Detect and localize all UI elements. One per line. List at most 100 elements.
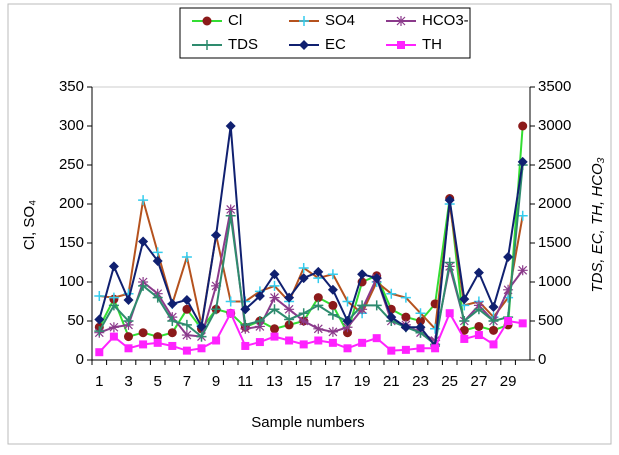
point <box>298 262 309 273</box>
point <box>167 298 178 309</box>
point <box>342 322 353 333</box>
x-tick-label: 3 <box>124 373 132 390</box>
point <box>298 273 309 284</box>
point <box>386 312 397 323</box>
y2-tick-label: 3000 <box>538 117 571 134</box>
y2-tick-label: 2500 <box>538 156 571 173</box>
point <box>342 296 353 307</box>
point <box>225 121 236 131</box>
point <box>167 316 178 326</box>
point <box>517 156 528 167</box>
point <box>313 266 324 277</box>
point <box>94 314 105 325</box>
point <box>269 292 280 303</box>
point <box>314 336 323 345</box>
y-tick-label: 250 <box>59 156 84 173</box>
x-tick-label: 17 <box>325 373 342 390</box>
point <box>371 300 382 311</box>
point <box>415 322 426 333</box>
point <box>138 280 149 291</box>
y2-tick-label: 0 <box>538 351 546 368</box>
frame <box>7 3 612 445</box>
point <box>401 345 410 354</box>
point <box>181 294 192 305</box>
legend-marker <box>397 41 405 49</box>
point <box>108 300 119 311</box>
point <box>254 316 265 326</box>
point <box>473 304 484 315</box>
point <box>152 247 163 258</box>
point <box>313 293 323 303</box>
point <box>226 309 235 318</box>
point <box>182 346 191 355</box>
point <box>328 338 337 347</box>
y-tick-label: 350 <box>59 78 84 95</box>
point <box>168 341 177 350</box>
legend-label: Cl <box>228 12 242 29</box>
point <box>400 322 411 333</box>
y-tick-label: 50 <box>67 312 84 329</box>
y2-axis-title: TDS, EC, TH, HCO₃ <box>589 157 606 292</box>
point <box>181 319 192 330</box>
legend-label: TH <box>422 36 442 53</box>
point <box>225 204 236 215</box>
point <box>299 340 308 349</box>
legend-label: EC <box>325 36 346 53</box>
point <box>211 230 222 241</box>
legend-marker <box>202 40 212 50</box>
y-tick-label: 0 <box>76 351 84 368</box>
point <box>517 265 528 276</box>
point <box>445 309 454 318</box>
y2-tick-label: 3500 <box>538 78 571 95</box>
y2-tick-label: 500 <box>538 312 563 329</box>
point <box>138 236 149 247</box>
point <box>212 336 221 345</box>
point <box>387 346 396 355</box>
point <box>284 314 295 325</box>
x-tick-label: 7 <box>183 373 191 390</box>
point <box>328 300 338 310</box>
point <box>225 296 236 307</box>
x-tick-label: 27 <box>471 373 488 390</box>
legend-marker <box>396 16 406 26</box>
point <box>431 344 440 353</box>
point <box>109 332 118 341</box>
legend-label: HCO3- <box>422 12 469 29</box>
point <box>152 292 163 303</box>
point <box>225 210 236 221</box>
point <box>269 304 280 315</box>
point <box>416 316 425 326</box>
legend <box>179 7 471 59</box>
point <box>181 252 192 263</box>
point <box>285 336 294 345</box>
legend-marker <box>299 16 309 26</box>
point <box>124 344 133 353</box>
point <box>123 294 134 305</box>
point <box>343 344 352 353</box>
x-tick-label: 13 <box>266 373 283 390</box>
x-tick-label: 25 <box>441 373 458 390</box>
point <box>416 344 425 353</box>
point <box>95 348 104 357</box>
point <box>124 332 133 342</box>
point <box>138 195 149 206</box>
point <box>489 325 498 335</box>
point <box>504 317 513 325</box>
y2-tick-label: 1500 <box>538 234 571 251</box>
point <box>254 291 265 302</box>
x-tick-label: 23 <box>412 373 429 390</box>
point <box>181 330 192 341</box>
point <box>401 312 411 322</box>
point <box>152 255 163 266</box>
point <box>108 322 119 333</box>
point <box>357 269 368 280</box>
y-tick-label: 150 <box>59 234 84 251</box>
point <box>327 326 338 337</box>
point <box>196 321 207 332</box>
point <box>298 308 309 319</box>
x-axis-title: Sample numbers <box>251 414 364 431</box>
point <box>488 301 499 312</box>
point <box>386 288 397 299</box>
y-tick-label: 300 <box>59 117 84 134</box>
